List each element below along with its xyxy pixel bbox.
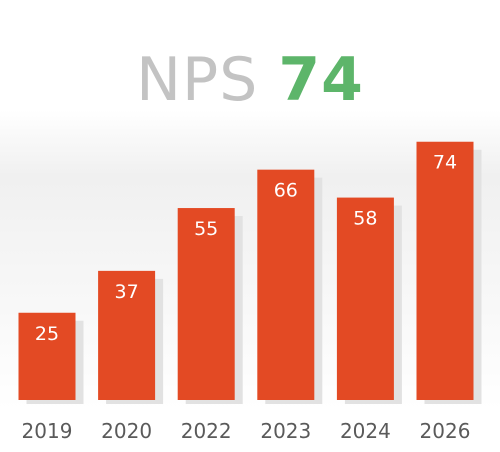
tick-label-2020: 2020 — [101, 419, 152, 443]
tick-label-2019: 2019 — [22, 419, 73, 443]
title-value: 74 — [278, 45, 364, 115]
bar-2019 — [18, 312, 76, 400]
bar-2023 — [257, 169, 315, 400]
data-label-2022: 55 — [194, 218, 218, 240]
data-label-2023: 66 — [274, 180, 298, 202]
title-label: NPS — [136, 45, 259, 115]
bar-2022 — [177, 208, 235, 400]
tick-label-2026: 2026 — [420, 419, 471, 443]
tick-label-2022: 2022 — [181, 419, 232, 443]
data-label-2020: 37 — [115, 281, 139, 303]
tick-label-2024: 2024 — [340, 419, 391, 443]
tick-label-2023: 2023 — [260, 419, 311, 443]
bar-2026 — [416, 141, 474, 401]
data-label-2024: 58 — [353, 208, 377, 230]
bar-2020 — [98, 270, 156, 400]
chart-title: NPS 74 — [0, 42, 500, 118]
data-label-2019: 25 — [35, 323, 59, 345]
data-label-2026: 74 — [433, 152, 457, 174]
bar-2024 — [336, 197, 394, 400]
